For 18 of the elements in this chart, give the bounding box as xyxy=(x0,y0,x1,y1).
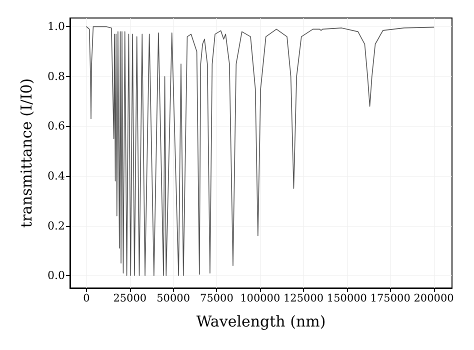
x-tick-label: 75000 xyxy=(200,292,234,304)
x-tick-label: 125000 xyxy=(283,292,324,304)
line-series xyxy=(86,26,434,276)
x-tick-label: 25000 xyxy=(113,292,147,304)
x-tick-label: 200000 xyxy=(414,292,454,304)
y-tick-label: 0.6 xyxy=(48,120,65,133)
x-tick-label: 50000 xyxy=(156,292,190,304)
x-tick-label: 100000 xyxy=(240,292,280,304)
x-tick-label: 175000 xyxy=(370,292,410,304)
x-tick-label: 150000 xyxy=(326,292,367,304)
y-axis-title: transmittance (I/I0) xyxy=(18,78,36,228)
y-tick-label: 1.0 xyxy=(48,20,65,34)
y-tick-label: 0.8 xyxy=(48,70,65,83)
x-tick-label: 0 xyxy=(83,292,90,304)
x-axis-title: Wavelength (nm) xyxy=(196,312,326,330)
y-tick-label: 0.0 xyxy=(48,269,65,282)
y-tick-label: 0.4 xyxy=(48,170,65,183)
y-tick-label: 0.2 xyxy=(48,219,65,232)
